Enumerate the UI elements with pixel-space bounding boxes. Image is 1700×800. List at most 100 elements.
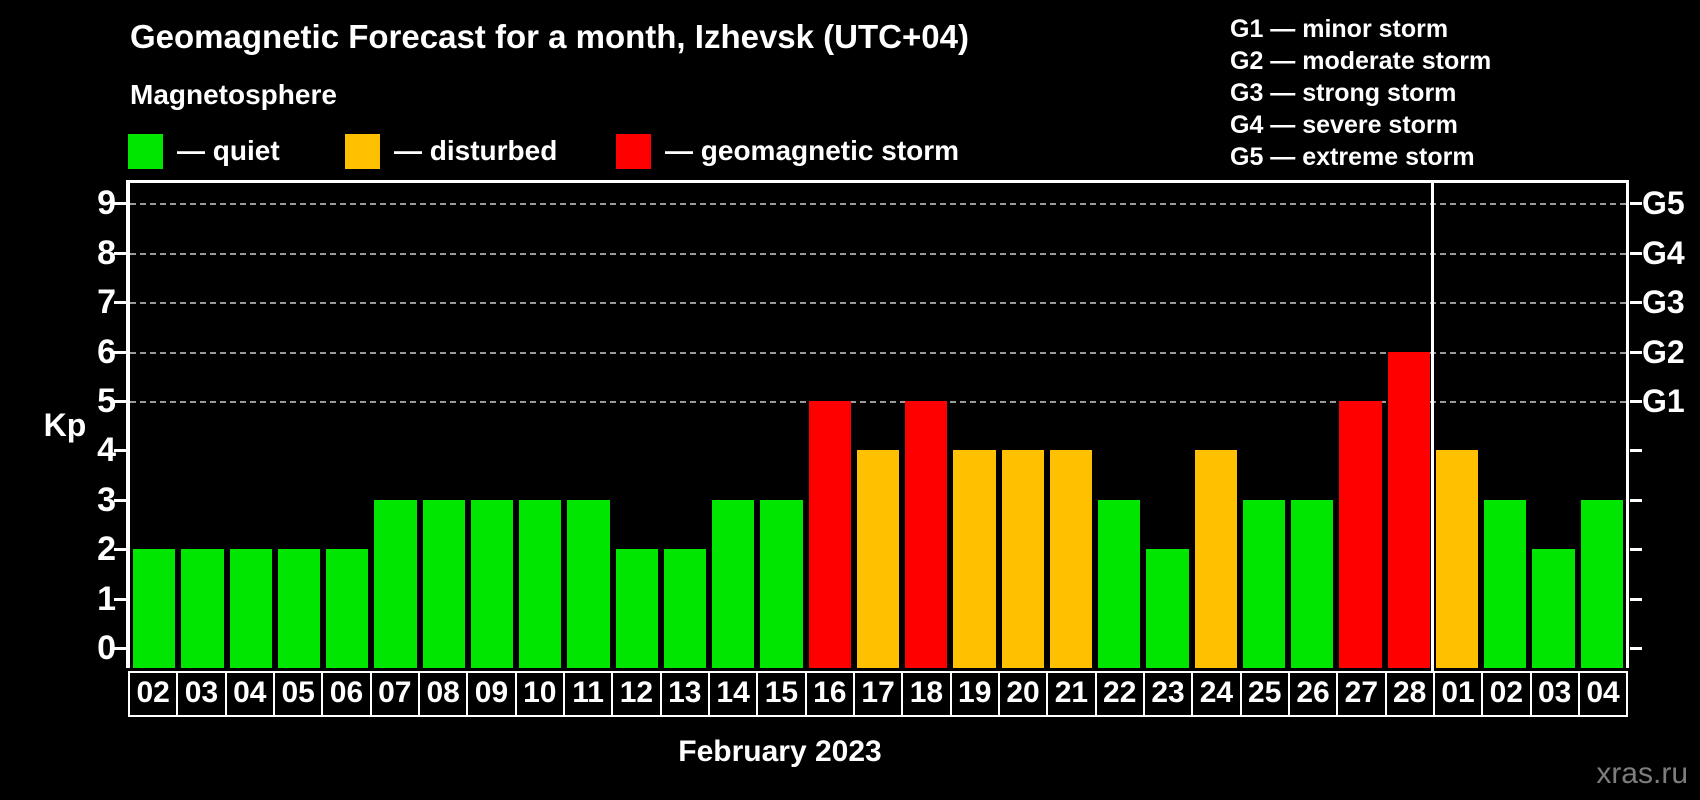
g1-legend-line: G1 — minor storm (1230, 15, 1449, 43)
x-axis-day-label-14-16: 16 (804, 671, 855, 717)
legend-item-disturbed: — disturbed (345, 133, 557, 169)
right-axis-label-g1: G1 (1642, 383, 1685, 419)
left-tick-kp4 (114, 449, 126, 453)
y-axis-label-4: 4 (97, 431, 116, 470)
left-tick-kp3 (114, 498, 126, 502)
bar-0-day-02 (133, 549, 176, 668)
x-axis-day-label-16-18: 18 (901, 671, 952, 717)
bar-1-day-03 (181, 549, 224, 668)
x-axis-day-label-28-02: 02 (1481, 671, 1532, 717)
bar-23-day-25 (1242, 499, 1286, 668)
y-axis-label-3: 3 (97, 480, 116, 519)
left-tick-kp0 (114, 647, 126, 650)
bar-9-day-11 (567, 499, 610, 668)
x-axis-day-label-12-14: 14 (707, 671, 759, 717)
bar-28-day-02 (1484, 499, 1527, 668)
bar-4-day-06 (326, 549, 369, 668)
legend-label-storm: — geomagnetic storm (665, 135, 960, 166)
x-axis-day-row: 02 03 04 05 06 07 08 09 10 11 12 13 14 15 16 17 18 19 20 21… (128, 671, 1629, 717)
x-axis-day-label-22-24: 24 (1191, 671, 1242, 717)
bar-14-day-16 (808, 401, 851, 668)
bar-15-day-17 (856, 450, 900, 668)
x-axis-day-label-8-10: 10 (514, 671, 565, 717)
right-tick-kp7 (1630, 301, 1642, 305)
gridline-kp9 (130, 203, 1626, 206)
left-tick-kp6 (114, 350, 126, 354)
bar-8-day-10 (519, 499, 562, 668)
bar-13-day-15 (760, 499, 803, 668)
gridline-kp5 (130, 401, 1626, 403)
page-title: Geomagnetic Forecast for a month, Izhevs… (130, 18, 969, 55)
x-axis-day-label-27-01: 01 (1432, 671, 1484, 717)
gridline-kp7 (130, 302, 1626, 305)
y-axis-label-2: 2 (97, 530, 116, 569)
right-tick-kp4 (1630, 449, 1642, 453)
legend-item-quiet: — quiet (128, 133, 280, 169)
storm-swatch-icon (616, 133, 651, 169)
bar-11-day-13 (663, 549, 707, 668)
bar-25-day-27 (1339, 401, 1382, 668)
quiet-swatch-icon (128, 133, 163, 169)
bar-24-day-26 (1291, 499, 1334, 668)
bar-3-day-05 (277, 549, 321, 668)
bar-7-day-09 (470, 499, 514, 668)
x-axis-day-label-10-12: 12 (611, 671, 662, 717)
right-tick-kp6 (1630, 350, 1642, 354)
x-axis-day-label-3-05: 05 (272, 671, 324, 717)
right-tick-kp8 (1630, 251, 1642, 255)
bar-27-day-01 (1435, 450, 1479, 668)
x-axis-day-label-20-22: 22 (1094, 671, 1145, 717)
y-axis-label-7: 7 (97, 283, 116, 322)
bar-19-day-21 (1049, 450, 1093, 668)
left-tick-kp1 (114, 597, 126, 601)
left-tick-kp8 (114, 251, 126, 255)
x-axis-day-label-13-15: 15 (756, 671, 807, 717)
bar-29-day-03 (1532, 549, 1575, 668)
bar-10-day-12 (615, 549, 658, 668)
x-axis-day-label-5-07: 07 (369, 671, 420, 717)
right-axis-label-g4: G4 (1642, 234, 1685, 271)
y-axis-label-8: 8 (97, 233, 116, 272)
bar-21-day-23 (1146, 549, 1189, 668)
bar-2-day-04 (229, 549, 272, 668)
x-axis-day-label-4-06: 06 (321, 671, 372, 717)
bar-6-day-08 (422, 499, 465, 668)
x-axis-day-label-11-13: 13 (659, 671, 710, 717)
y-axis-label-9: 9 (97, 184, 116, 223)
y-axis-title: Kp (43, 407, 87, 443)
right-axis-label-g3: G3 (1642, 284, 1685, 321)
x-axis-day-label-18-20: 20 (997, 671, 1049, 717)
right-tick-kp2 (1630, 548, 1642, 552)
legend-label-quiet: — quiet (177, 135, 280, 166)
left-tick-kp9 (114, 202, 126, 206)
left-tick-kp7 (114, 301, 126, 305)
x-axis-day-label-7-09: 09 (466, 671, 517, 717)
bar-17-day-19 (953, 450, 996, 668)
g4-legend-line: G4 — severe storm (1230, 111, 1458, 139)
g3-legend-line: G3 — strong storm (1230, 79, 1457, 107)
left-tick-kp2 (114, 548, 126, 552)
x-axis-day-label-2-04: 04 (224, 671, 275, 717)
x-axis-day-label-29-03: 03 (1529, 671, 1580, 717)
bar-22-day-24 (1194, 450, 1237, 668)
right-tick-kp3 (1630, 498, 1642, 502)
right-tick-kp9 (1630, 202, 1642, 206)
x-axis-day-label-17-19: 19 (949, 671, 1000, 717)
bar-12-day-14 (712, 499, 755, 668)
legend-item-storm: — geomagnetic storm (616, 133, 959, 169)
g5-legend-line: G5 — extreme storm (1230, 143, 1475, 171)
x-axis-day-label-21-23: 23 (1142, 671, 1194, 717)
plot-area: Kp 0 1 2 3 4 5 6 7 8 9 G1 G2 G3 G4 G5 (44, 180, 1685, 680)
bar-26-day-28 (1387, 351, 1430, 668)
y-axis-label-0: 0 (97, 629, 116, 667)
bar-30-day-04 (1580, 499, 1623, 668)
x-axis-day-label-1-03: 03 (176, 671, 227, 717)
x-axis-day-label-30-04: 04 (1577, 671, 1629, 717)
y-axis-label-5: 5 (97, 382, 116, 420)
gridline-kp8 (130, 252, 1626, 255)
left-tick-kp5 (114, 400, 126, 403)
x-axis-day-label-23-25: 25 (1239, 671, 1290, 717)
x-axis-day-label-25-27: 27 (1336, 671, 1387, 717)
right-tick-kp0 (1630, 647, 1642, 650)
right-axis-label-g5: G5 (1642, 185, 1685, 222)
